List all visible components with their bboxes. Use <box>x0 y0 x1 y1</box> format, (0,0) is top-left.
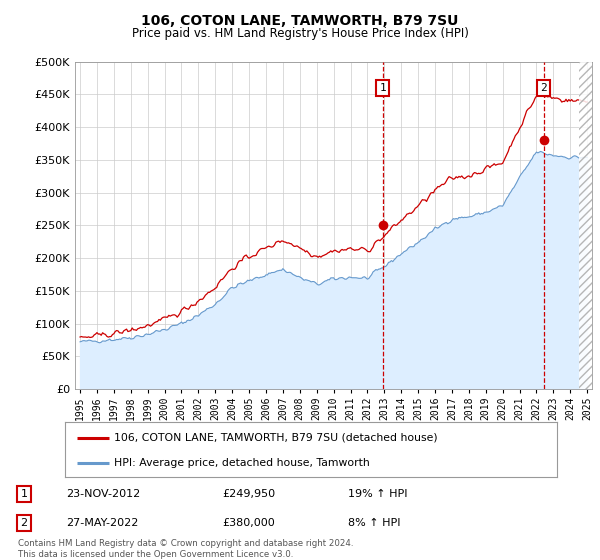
Text: 106, COTON LANE, TAMWORTH, B79 7SU: 106, COTON LANE, TAMWORTH, B79 7SU <box>142 14 458 28</box>
Text: 2: 2 <box>540 83 547 93</box>
Text: Contains HM Land Registry data © Crown copyright and database right 2024.
This d: Contains HM Land Registry data © Crown c… <box>18 539 353 559</box>
Text: 23-NOV-2012: 23-NOV-2012 <box>66 489 140 499</box>
Text: £249,950: £249,950 <box>222 489 275 499</box>
Text: 27-MAY-2022: 27-MAY-2022 <box>66 519 139 529</box>
Text: 19% ↑ HPI: 19% ↑ HPI <box>348 489 407 499</box>
Text: HPI: Average price, detached house, Tamworth: HPI: Average price, detached house, Tamw… <box>114 459 370 468</box>
Text: 1: 1 <box>20 489 28 499</box>
Text: 106, COTON LANE, TAMWORTH, B79 7SU (detached house): 106, COTON LANE, TAMWORTH, B79 7SU (deta… <box>114 433 437 442</box>
Text: 1: 1 <box>379 83 386 93</box>
Bar <box>578 62 596 389</box>
Text: 2: 2 <box>20 519 28 529</box>
Text: Price paid vs. HM Land Registry's House Price Index (HPI): Price paid vs. HM Land Registry's House … <box>131 27 469 40</box>
Text: 8% ↑ HPI: 8% ↑ HPI <box>348 519 401 529</box>
Text: £380,000: £380,000 <box>222 519 275 529</box>
